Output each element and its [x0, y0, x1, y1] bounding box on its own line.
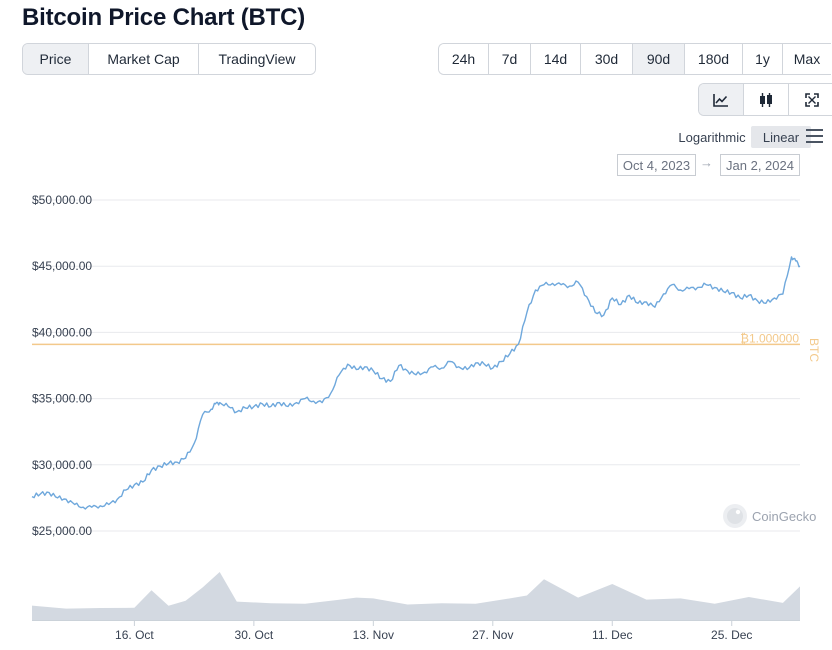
date-from-input[interactable]: Oct 4, 2023: [617, 154, 696, 176]
linear-scale-button[interactable]: Linear: [751, 126, 811, 148]
range-30d-button[interactable]: 30d: [581, 44, 633, 74]
time-range-selector: 24h 7d 14d 30d 90d 180d 1y Max: [438, 43, 831, 75]
date-range-arrow: →: [700, 155, 713, 170]
reference-axis-label: BTC: [807, 338, 821, 362]
range-24h-button[interactable]: 24h: [439, 44, 489, 74]
menu-icon[interactable]: [806, 129, 823, 143]
range-1y-button[interactable]: 1y: [743, 44, 783, 74]
y-tick-label: $45,000.00: [32, 259, 92, 273]
fullscreen-button[interactable]: [789, 84, 832, 115]
y-tick-label: $25,000.00: [32, 524, 92, 538]
range-90d-button[interactable]: 90d: [633, 44, 685, 74]
x-tick-label: 25. Dec: [711, 628, 752, 642]
x-tick-label: 13. Nov: [353, 628, 394, 642]
y-axis-ticks: $50,000.00 $45,000.00 $40,000.00 $35,000.00…: [32, 193, 92, 538]
watermark-text: CoinGecko: [752, 509, 816, 524]
volume-bars: [32, 572, 800, 620]
candlestick-icon: [760, 92, 772, 107]
range-7d-button[interactable]: 7d: [489, 44, 531, 74]
range-14d-button[interactable]: 14d: [531, 44, 581, 74]
price-line: [31, 256, 801, 510]
fullscreen-icon: [804, 92, 819, 107]
grid-lines: [32, 199, 800, 532]
chart-tabs: Price Market Cap TradingView: [22, 43, 316, 75]
reference-line-group: ₿1.000000 BTC: [32, 331, 821, 362]
x-tick-label: 11. Dec: [592, 628, 632, 642]
reference-value-label: ₿1.000000: [740, 331, 799, 345]
range-max-button[interactable]: Max: [783, 44, 831, 74]
y-tick-label: $40,000.00: [32, 325, 92, 339]
x-tick-label: 16. Oct: [115, 628, 154, 642]
coingecko-watermark: CoinGecko: [723, 504, 816, 528]
line-chart-button[interactable]: [699, 84, 744, 115]
y-tick-label: $50,000.00: [32, 193, 92, 207]
y-tick-label: $35,000.00: [32, 392, 92, 406]
price-line-group: [31, 256, 801, 510]
x-tick-label: 30. Oct: [235, 628, 274, 642]
tab-tradingview[interactable]: TradingView: [199, 44, 315, 74]
date-to-input[interactable]: Jan 2, 2024: [720, 154, 800, 176]
volume-area: [32, 572, 800, 620]
x-axis-ticks: 16. Oct 30. Oct 13. Nov 27. Nov 11. Dec 25. D…: [32, 620, 800, 642]
y-tick-label: $30,000.00: [32, 458, 92, 472]
tab-market-cap[interactable]: Market Cap: [89, 44, 199, 74]
line-chart-icon: [713, 93, 728, 107]
candlestick-button[interactable]: [744, 84, 789, 115]
range-180d-button[interactable]: 180d: [685, 44, 743, 74]
tab-price[interactable]: Price: [23, 44, 89, 74]
chart-type-selector: [698, 83, 832, 116]
page-title: Bitcoin Price Chart (BTC): [22, 4, 306, 31]
x-tick-label: 27. Nov: [472, 628, 513, 642]
logarithmic-scale-button[interactable]: Logarithmic: [678, 129, 746, 145]
